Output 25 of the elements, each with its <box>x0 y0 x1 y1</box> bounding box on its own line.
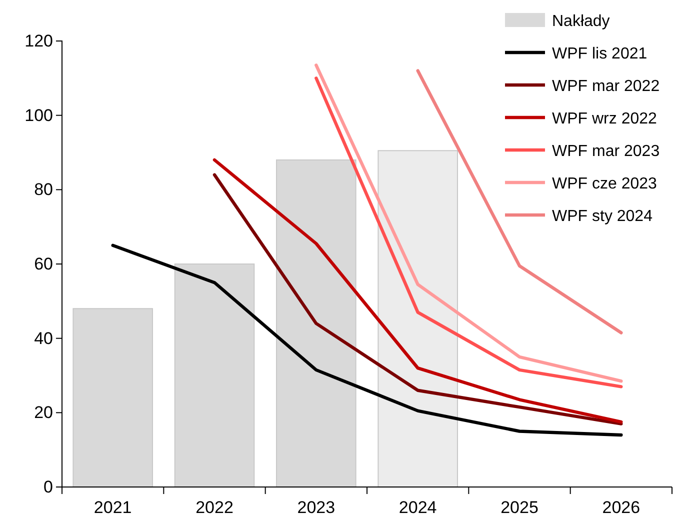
bar <box>72 308 153 488</box>
y-tick-label: 40 <box>34 328 53 348</box>
y-tick-label: 0 <box>44 477 53 496</box>
x-tick-label: 2025 <box>500 498 538 518</box>
y-tick-label: 100 <box>24 106 53 125</box>
bar <box>276 159 356 488</box>
legend-label: WPF lis 2021 <box>552 46 648 62</box>
legend-label: WPF mar 2023 <box>552 143 660 160</box>
y-tick-label: 60 <box>34 254 53 274</box>
legend-label: WPF cze 2023 <box>552 176 658 192</box>
bar <box>174 264 255 488</box>
line-series <box>111 244 623 437</box>
legend-label: Nakłady <box>552 13 610 30</box>
x-tick-label: 2022 <box>196 498 234 518</box>
x-tick-label: 2023 <box>297 498 336 518</box>
x-tick-label: 2024 <box>398 498 437 518</box>
legend-label: WPF mar 2022 <box>552 78 660 95</box>
legend-label: WPF wrz 2022 <box>552 110 658 128</box>
y-tick-label: 120 <box>24 31 53 50</box>
legend-label: WPF sty 2024 <box>552 208 653 225</box>
y-tick-label: 20 <box>34 403 53 422</box>
bar <box>378 150 458 488</box>
x-tick-label: 2026 <box>602 498 640 518</box>
y-tick-label: 80 <box>34 180 53 200</box>
x-tick-label: 2021 <box>94 498 132 518</box>
